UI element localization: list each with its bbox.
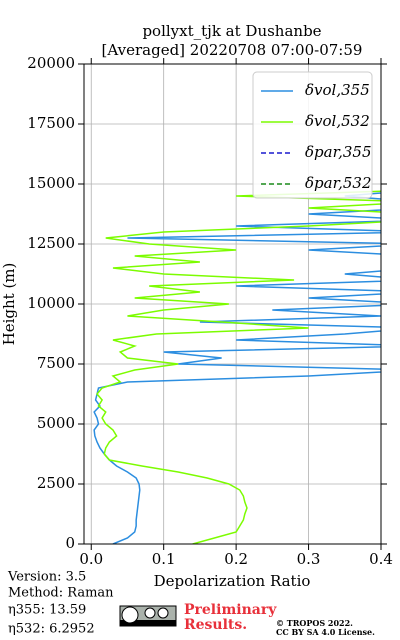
- version: Version: 3.5: [7, 570, 86, 585]
- y-axis-label: Height (m): [0, 263, 18, 346]
- plot-area: [93, 190, 381, 544]
- legend-box: [252, 71, 373, 199]
- legend: δvol,355 δvol,532 δpar,355 δpar,532: [252, 71, 373, 199]
- legend-label: δpar,355: [305, 143, 372, 161]
- y-tick-label: 2500: [37, 474, 75, 492]
- x-axis-label: Depolarization Ratio: [154, 572, 311, 590]
- copyright: © TROPOS 2022.: [276, 618, 353, 628]
- license: CC BY SA 4.0 License.: [276, 627, 375, 637]
- profile-line: [96, 190, 381, 544]
- method: Method: Raman: [8, 586, 114, 601]
- y-tick-label: 15000: [27, 174, 75, 192]
- x-tick-label: 0.0: [79, 550, 103, 568]
- y-tick-label: 12500: [27, 234, 75, 252]
- eta355: η355: 13.59: [8, 603, 86, 618]
- cc-logo: [119, 605, 177, 627]
- y-tick-label: 0: [65, 534, 75, 552]
- profile-line: [93, 192, 381, 544]
- chart-title: pollyxt_tjk at Dushanbe: [142, 22, 321, 40]
- legend-label: δvol,355: [305, 81, 370, 99]
- x-tick-label: 0.2: [224, 550, 248, 568]
- y-tick-label: 10000: [27, 294, 75, 312]
- axes-frame: [83, 63, 382, 545]
- y-tick-label: 7500: [37, 354, 75, 372]
- legend-label: δvol,532: [305, 112, 370, 130]
- preliminary-text: Preliminary: [184, 602, 277, 618]
- y-tick-label: 5000: [37, 414, 75, 432]
- legend-label: δpar,532: [305, 174, 372, 192]
- x-tick-label: 0.1: [152, 550, 176, 568]
- preliminary-text: Results.: [184, 617, 247, 633]
- x-tick-label: 0.4: [369, 550, 393, 568]
- y-tick-label: 17500: [27, 114, 75, 132]
- y-tick-label: 20000: [27, 54, 75, 72]
- eta532: η532: 6.2952: [8, 622, 95, 637]
- x-tick-label: 0.3: [297, 550, 321, 568]
- chart-subtitle: [Averaged] 20220708 07:00-07:59: [102, 41, 363, 59]
